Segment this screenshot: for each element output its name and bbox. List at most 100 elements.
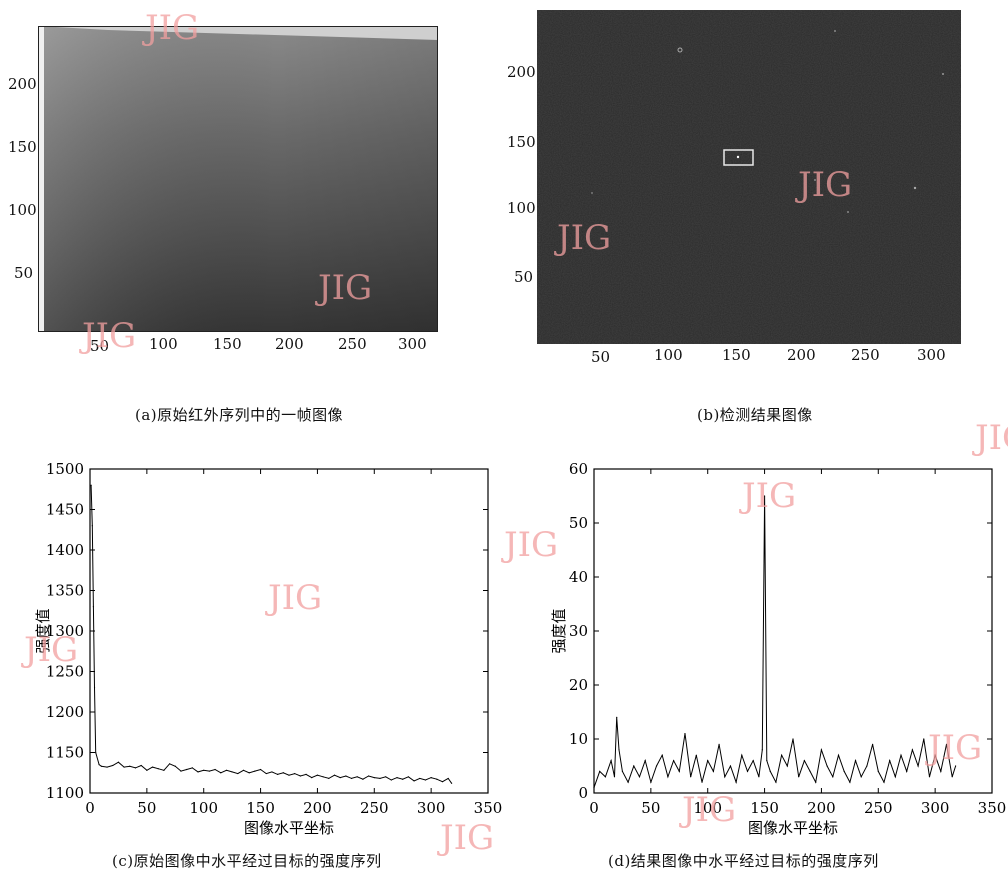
data-point xyxy=(769,770,771,772)
data-point xyxy=(134,767,137,769)
panel-d-caption: (d)结果图像中水平经过目标的强度序列 xyxy=(608,852,879,870)
data-point xyxy=(684,733,686,735)
y-axis-label: 强度值 xyxy=(550,608,568,653)
y-tick-label: 1300 xyxy=(46,622,84,640)
data-point xyxy=(316,774,319,776)
x-tick-label: 200 xyxy=(807,799,836,817)
panel-a-xtick: 250 xyxy=(338,335,367,353)
data-point xyxy=(894,776,896,778)
x-tick-label: 0 xyxy=(85,799,95,817)
x-tick-label: 350 xyxy=(474,799,503,817)
x-tick-label: 150 xyxy=(750,799,779,817)
data-point xyxy=(237,772,239,775)
data-point xyxy=(294,772,296,775)
data-point xyxy=(98,764,100,766)
data-point xyxy=(610,760,612,762)
data-point xyxy=(123,766,125,768)
y-tick-label: 1150 xyxy=(46,744,84,762)
panel-a-xtick: 50 xyxy=(90,337,110,355)
data-point xyxy=(627,781,629,783)
panel-a-ytick: 100 xyxy=(8,201,37,219)
y-tick-label: 10 xyxy=(569,730,588,748)
data-point xyxy=(803,760,805,762)
y-tick-label: 30 xyxy=(569,622,588,640)
data-point xyxy=(678,770,680,772)
panel-b-ytick: 100 xyxy=(507,199,536,217)
data-point xyxy=(911,749,913,751)
y-tick-label: 1100 xyxy=(46,784,84,802)
data-point xyxy=(616,716,618,718)
data-point xyxy=(923,738,925,740)
data-point xyxy=(866,765,868,767)
data-point xyxy=(174,765,176,767)
panel-a-ytick: 50 xyxy=(14,264,34,282)
panel-a-xtick: 150 xyxy=(213,335,242,353)
y-tick-label: 1450 xyxy=(46,501,84,519)
data-point xyxy=(208,770,210,772)
data-point xyxy=(798,776,800,778)
data-point xyxy=(872,743,874,745)
panel-a-xtick: 200 xyxy=(275,335,304,353)
data-point xyxy=(413,780,415,782)
data-point xyxy=(95,751,97,754)
data-point xyxy=(390,779,392,781)
data-point xyxy=(951,776,953,778)
data-point xyxy=(746,770,749,772)
data-point xyxy=(140,764,142,767)
data-point xyxy=(729,765,732,767)
y-tick-label: 0 xyxy=(578,784,588,802)
panel-b xyxy=(537,10,961,344)
data-point xyxy=(345,775,347,777)
data-point xyxy=(820,749,823,751)
data-point xyxy=(854,760,857,762)
x-tick-label: 150 xyxy=(246,799,275,817)
data-point xyxy=(379,777,381,780)
panel-a-xtick: 300 xyxy=(398,335,427,353)
data-point xyxy=(718,743,720,745)
x-tick-label: 300 xyxy=(921,799,950,817)
data-point xyxy=(322,776,324,778)
data-point xyxy=(701,781,703,783)
data-point xyxy=(214,768,216,771)
data-point xyxy=(673,760,675,762)
panel-b-ytick: 150 xyxy=(507,133,536,151)
data-point xyxy=(430,777,432,779)
data-point xyxy=(604,776,606,778)
chart-c: 0 50 100 150 200 250 300 350 1100 1150 1200 1250 130… xyxy=(34,460,503,837)
y-tick-label: 1200 xyxy=(46,703,84,721)
data-point xyxy=(661,754,663,756)
data-point xyxy=(368,775,370,777)
y-tick-label: 1500 xyxy=(46,460,84,478)
data-point xyxy=(203,769,205,771)
data-point xyxy=(157,768,159,770)
data-point xyxy=(781,754,783,756)
data-point xyxy=(792,738,794,740)
data-point xyxy=(809,770,811,772)
data-point xyxy=(945,743,948,745)
data-point xyxy=(644,760,646,762)
data-point xyxy=(129,765,131,767)
data-point xyxy=(92,606,95,608)
data-point xyxy=(100,765,102,767)
data-point xyxy=(849,781,851,783)
data-point xyxy=(186,768,188,771)
data-point xyxy=(197,771,199,773)
data-point xyxy=(837,754,840,756)
data-point xyxy=(91,525,93,527)
data-point xyxy=(396,777,398,779)
data-point xyxy=(900,754,902,756)
data-point xyxy=(928,776,931,778)
x-tick-label: 300 xyxy=(417,799,446,817)
panel-b-ytick: 50 xyxy=(514,268,534,286)
target-box xyxy=(723,149,754,166)
panel-b-xtick: 50 xyxy=(591,348,611,366)
data-point xyxy=(650,781,652,783)
panel-a xyxy=(38,26,438,332)
panel-b-xtick: 300 xyxy=(917,346,946,364)
x-tick-label: 100 xyxy=(189,799,218,817)
data-point xyxy=(112,764,114,767)
data-point xyxy=(385,776,387,778)
data-point xyxy=(906,770,908,772)
y-tick-label: 1250 xyxy=(46,663,84,681)
data-point xyxy=(163,769,165,771)
